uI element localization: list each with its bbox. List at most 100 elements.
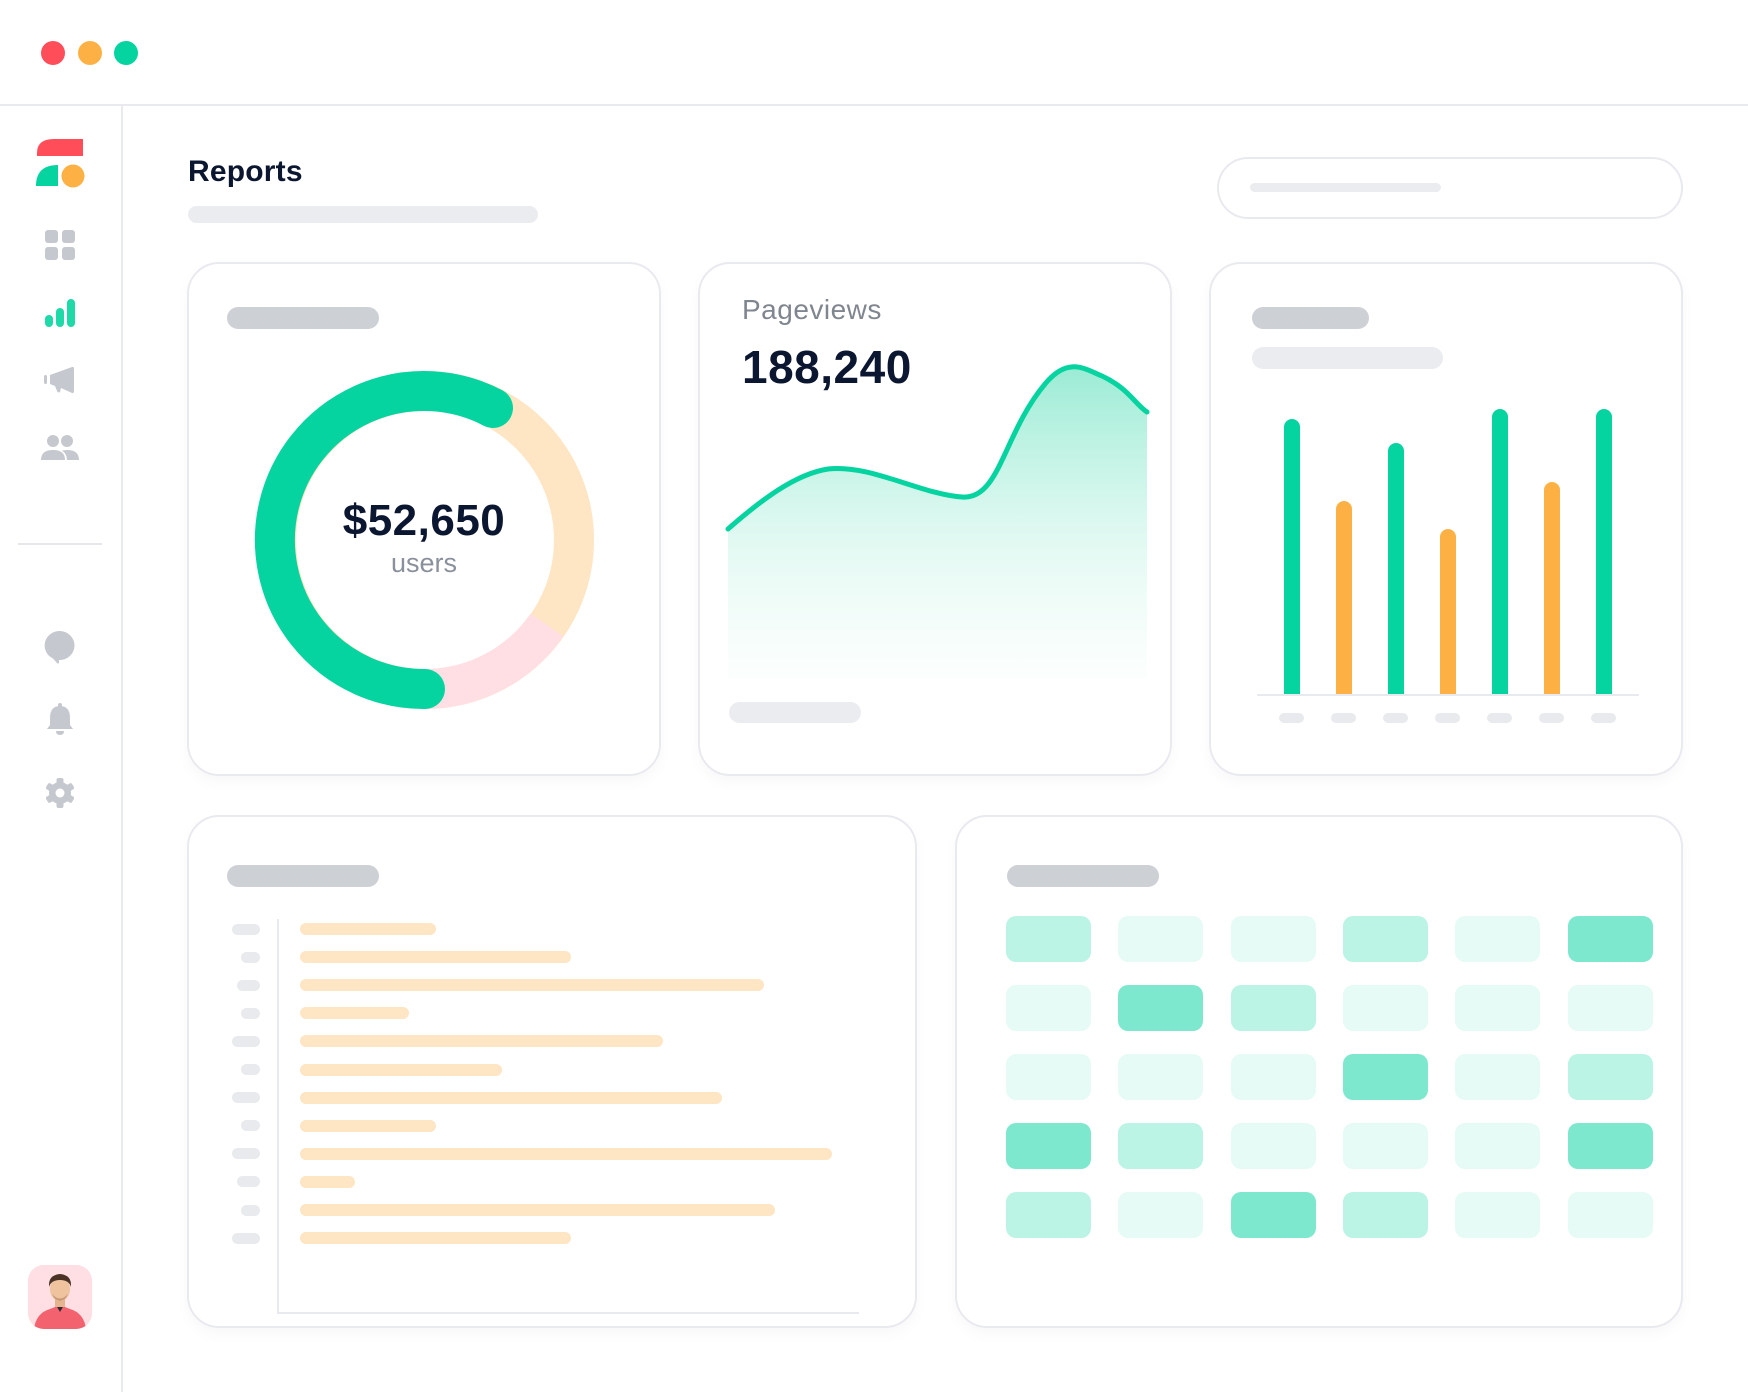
heatmap-cell — [1230, 916, 1316, 962]
x-axis-line — [277, 1312, 859, 1314]
heatmap-cell — [1342, 1123, 1428, 1169]
heatmap-cell — [1118, 916, 1204, 962]
chart-footer-placeholder — [729, 702, 861, 723]
heatmap-cell — [1006, 1054, 1091, 1100]
sidebar-item-notifications[interactable] — [40, 700, 80, 740]
row-label-placeholder — [237, 979, 260, 991]
sidebar — [0, 106, 123, 1392]
pageviews-label: Pageviews — [742, 294, 882, 325]
row-label-placeholder — [241, 1120, 260, 1132]
x-tick-placeholder — [1591, 713, 1616, 723]
heatmap-cell — [1230, 1192, 1316, 1238]
minimize-window-button[interactable] — [78, 41, 102, 65]
horizontal-bar — [300, 1119, 436, 1132]
card-title-placeholder — [227, 307, 379, 329]
x-tick-placeholder — [1383, 713, 1408, 723]
bar-5 — [1492, 409, 1508, 694]
bar-4 — [1440, 529, 1456, 694]
heatmap-cell — [1455, 985, 1541, 1031]
sidebar-item-messages[interactable] — [40, 627, 80, 667]
sidebar-item-campaigns[interactable] — [40, 360, 80, 400]
row-label-placeholder — [241, 1204, 260, 1216]
close-window-button[interactable] — [41, 41, 65, 65]
heatmap-cell — [1006, 1192, 1091, 1238]
x-tick-placeholder — [1279, 713, 1304, 723]
user-avatar[interactable] — [28, 1265, 92, 1329]
bar-6 — [1544, 482, 1560, 694]
sidebar-item-dashboard[interactable] — [40, 225, 80, 265]
heatmap-cell — [1342, 985, 1428, 1031]
page-subtitle-placeholder — [188, 206, 538, 223]
search-input[interactable] — [1217, 157, 1683, 219]
pageviews-value: 188,240 — [742, 341, 912, 393]
heatmap-cell — [1342, 1054, 1428, 1100]
horizontal-bar — [300, 1147, 832, 1160]
donut-chart — [254, 371, 594, 710]
horizontal-bar — [300, 1204, 775, 1216]
heatmap-cell — [1006, 1123, 1091, 1169]
search-placeholder-line — [1250, 183, 1441, 192]
pageviews-area-chart — [725, 364, 1150, 678]
horizontal-bar — [300, 979, 764, 992]
sidebar-divider — [18, 543, 102, 545]
pageviews-card: Pageviews 188,240 — [698, 262, 1172, 776]
window-titlebar — [0, 0, 1748, 106]
row-label-placeholder — [232, 1092, 260, 1104]
heatmap-cell — [1342, 1192, 1428, 1238]
heatmap-cell — [1567, 1123, 1653, 1169]
x-axis-line — [1257, 694, 1639, 696]
bar-3 — [1388, 443, 1404, 694]
heatmap-cell — [1118, 1123, 1204, 1169]
heatmap-cell — [1342, 916, 1428, 962]
row-label-placeholder — [241, 1064, 260, 1075]
x-tick-placeholder — [1487, 713, 1512, 723]
y-axis-line — [277, 919, 279, 1314]
heatmap-cell — [1567, 1192, 1653, 1238]
bar-chart-icon — [45, 299, 75, 327]
heatmap-card — [955, 815, 1683, 1328]
grid-icon — [45, 230, 75, 260]
bell-icon — [47, 703, 73, 735]
heatmap-cell — [1118, 985, 1204, 1031]
sidebar-item-settings[interactable] — [40, 773, 80, 813]
bar-chart-card — [1209, 262, 1683, 776]
horizontal-bar — [300, 1007, 409, 1020]
heatmap-cell — [1230, 1123, 1316, 1169]
heatmap-cell — [1455, 1192, 1541, 1238]
heatmap-cell — [1455, 916, 1541, 962]
heatmap-cell — [1455, 1123, 1541, 1169]
heatmap-cell — [1230, 1054, 1316, 1100]
horizontal-bar-card — [187, 815, 917, 1328]
horizontal-bar — [300, 1063, 502, 1076]
chat-icon — [44, 630, 75, 664]
x-tick-placeholder — [1435, 713, 1460, 723]
bar-2 — [1336, 501, 1352, 694]
heatmap-cell — [1455, 1054, 1541, 1100]
heatmap-cell — [1567, 985, 1653, 1031]
bar-1 — [1284, 419, 1300, 694]
gear-icon — [45, 778, 75, 808]
megaphone-icon — [44, 366, 74, 394]
card-title-placeholder — [1252, 307, 1369, 329]
revenue-label: users — [390, 548, 458, 578]
brand-logo[interactable] — [34, 136, 88, 190]
horizontal-bar — [300, 1035, 663, 1048]
page-title: Reports — [188, 155, 303, 188]
row-label-placeholder — [232, 1035, 260, 1047]
sidebar-item-users[interactable] — [40, 428, 80, 468]
horizontal-bar — [300, 951, 571, 964]
revenue-donut-card: $52,650 users — [187, 262, 661, 776]
x-tick-placeholder — [1539, 713, 1564, 723]
card-title-placeholder — [227, 865, 379, 887]
sidebar-item-reports[interactable] — [40, 293, 80, 333]
heatmap-cell — [1006, 985, 1091, 1031]
heatmap-cell — [1118, 1192, 1204, 1238]
row-label-placeholder — [237, 1176, 260, 1188]
revenue-value: $52,650 — [342, 496, 506, 545]
row-label-placeholder — [241, 1007, 260, 1019]
heatmap-cell — [1230, 985, 1316, 1031]
people-icon — [41, 435, 79, 460]
x-tick-placeholder — [1331, 713, 1356, 723]
horizontal-bar — [300, 1175, 355, 1188]
maximize-window-button[interactable] — [114, 41, 138, 65]
